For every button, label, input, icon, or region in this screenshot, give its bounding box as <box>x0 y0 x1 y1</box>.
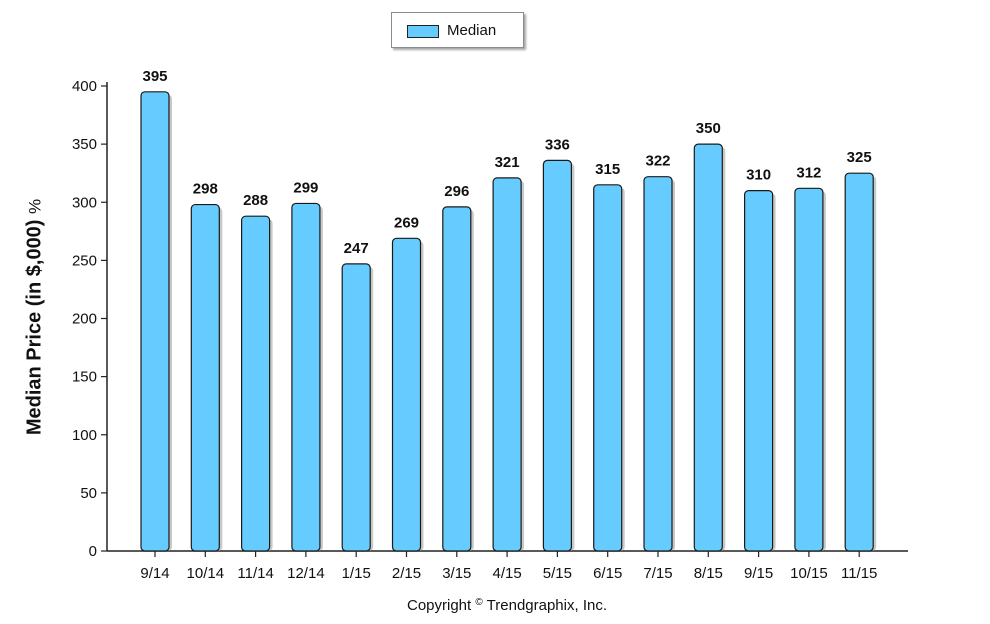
y-tick-label: 0 <box>89 543 97 560</box>
bar <box>442 206 472 552</box>
x-tick-label: 11/14 <box>237 565 273 582</box>
data-label: 312 <box>796 164 821 181</box>
bar <box>190 203 220 552</box>
x-tick-label: 5/15 <box>543 565 572 582</box>
data-label: 296 <box>444 183 469 200</box>
data-label: 321 <box>495 154 520 171</box>
y-tick-label: 200 <box>72 311 97 328</box>
y-axis-title-suffix: % <box>25 198 45 214</box>
data-label: 288 <box>243 192 268 209</box>
copyright-notice: Copyright © Trendgraphix, Inc. <box>407 597 607 614</box>
x-tick-label: 6/15 <box>593 565 622 582</box>
y-tick-label: 100 <box>72 427 97 444</box>
x-tick-label: 1/15 <box>342 565 371 582</box>
data-labels-group: 395 298 288 299 247 269 296 321 336 315 322 350 310 3… <box>142 68 871 257</box>
y-tick-label: 150 <box>72 369 97 386</box>
y-tick-label: 250 <box>72 252 97 269</box>
data-label: 269 <box>394 214 419 231</box>
x-tick-label: 2/15 <box>392 565 421 582</box>
x-tick-label: 7/15 <box>643 565 672 582</box>
x-tick-label: 12/14 <box>287 565 325 582</box>
y-tick-labels: 0 50 100 150 200 250 300 350 400 <box>72 78 107 560</box>
legend: Median <box>391 12 524 48</box>
x-tick-label: 9/15 <box>744 565 773 582</box>
x-tick-label: 10/14 <box>187 565 225 582</box>
bar <box>140 91 170 552</box>
bar <box>391 237 422 552</box>
data-label: 395 <box>142 68 167 85</box>
legend-swatch <box>407 25 439 38</box>
bar <box>743 190 774 552</box>
data-label: 322 <box>645 153 670 170</box>
bar <box>643 176 673 552</box>
y-axis-title: Median Price (in $,000) % <box>24 199 47 435</box>
bar <box>291 202 321 552</box>
data-label: 299 <box>293 179 318 196</box>
x-tick-label: 9/14 <box>140 565 169 582</box>
data-label: 310 <box>746 167 771 184</box>
data-label: 247 <box>344 240 369 257</box>
bar <box>542 159 573 552</box>
data-label: 315 <box>595 161 620 178</box>
bar <box>241 215 271 552</box>
x-tick-label: 11/15 <box>841 565 877 582</box>
bar <box>341 263 371 552</box>
y-tick-label: 400 <box>72 78 97 95</box>
bar <box>844 172 874 552</box>
y-axis-title-text: Median Price (in $,000) <box>23 219 46 436</box>
bar <box>693 143 723 552</box>
y-tick-label: 350 <box>72 136 97 153</box>
x-tick-labels: 9/14 10/14 11/14 12/14 1/15 2/15 3/15 4/15 5/15 6… <box>140 551 877 582</box>
x-tick-label: 4/15 <box>492 565 521 582</box>
data-label: 325 <box>847 149 872 166</box>
copyright-prefix: Copyright <box>407 597 472 614</box>
bar <box>794 187 824 552</box>
copyright-suffix: Trendgraphix, Inc. <box>486 597 607 614</box>
x-tick-label: 10/15 <box>790 565 828 582</box>
x-tick-label: 3/15 <box>442 565 471 582</box>
bar <box>492 177 522 552</box>
legend-label: Median <box>447 22 497 39</box>
data-label: 350 <box>696 120 721 137</box>
data-label: 336 <box>545 136 570 153</box>
y-tick-label: 300 <box>72 194 97 211</box>
bar <box>593 184 623 552</box>
bars-group <box>140 91 877 552</box>
copyright-symbol: © <box>475 597 483 608</box>
data-label: 298 <box>193 181 218 198</box>
y-tick-label: 50 <box>80 485 97 502</box>
x-tick-label: 8/15 <box>694 565 723 582</box>
